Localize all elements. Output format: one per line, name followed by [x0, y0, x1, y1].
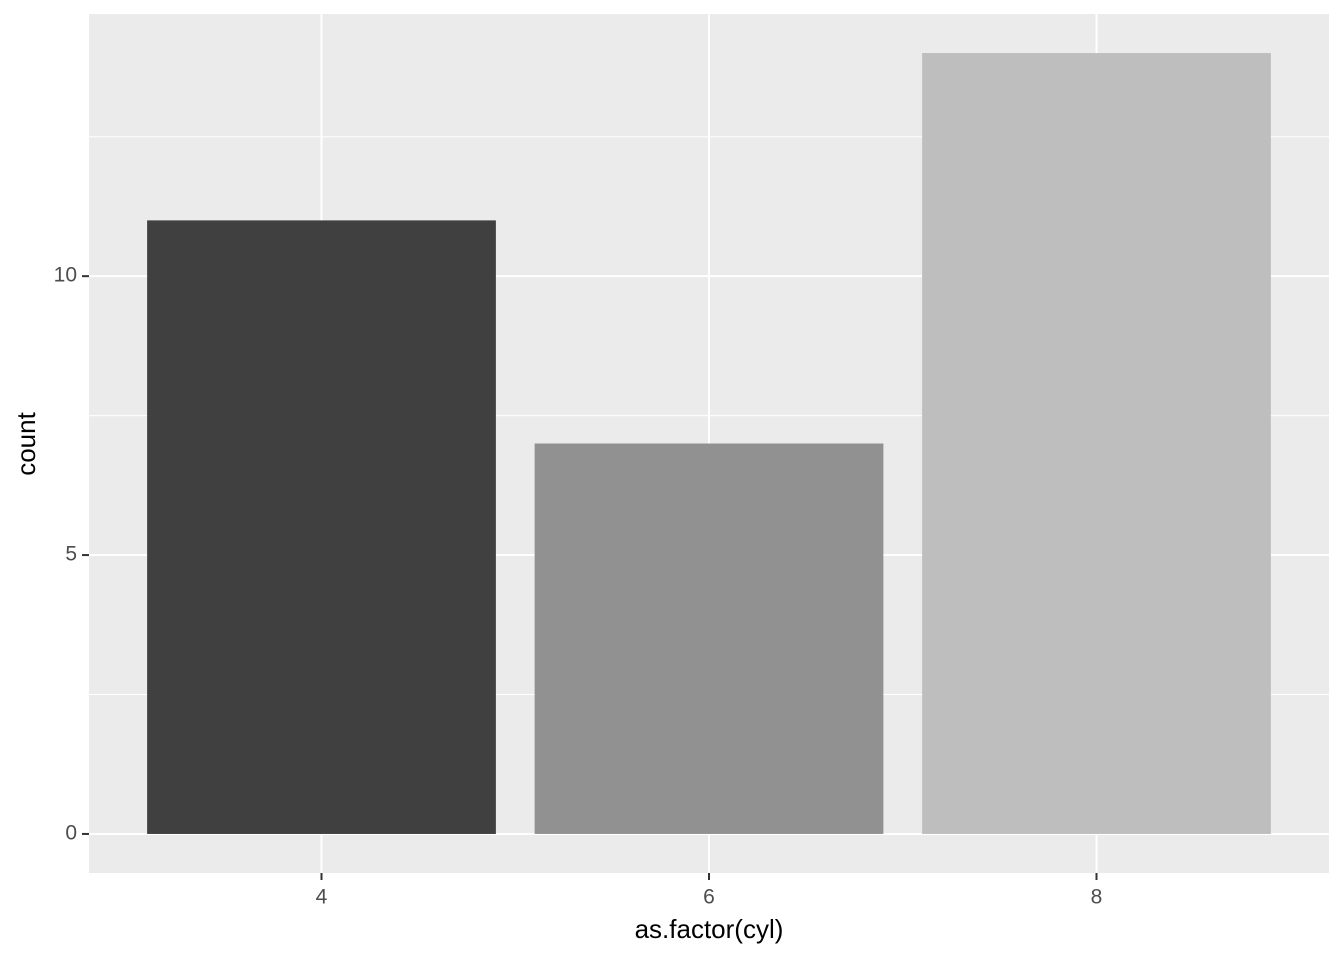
bar [922, 53, 1271, 834]
x-axis-label: as.factor(cyl) [635, 914, 784, 944]
bar [534, 443, 884, 834]
y-tick-label: 0 [65, 822, 77, 845]
x-tick-label: 4 [316, 886, 328, 909]
y-tick-label: 10 [54, 264, 77, 287]
y-axis-label: count [11, 411, 41, 475]
x-tick-label: 8 [1091, 886, 1103, 909]
x-tick-label: 6 [703, 886, 715, 909]
y-tick-label: 5 [65, 543, 77, 566]
bar [147, 220, 496, 834]
